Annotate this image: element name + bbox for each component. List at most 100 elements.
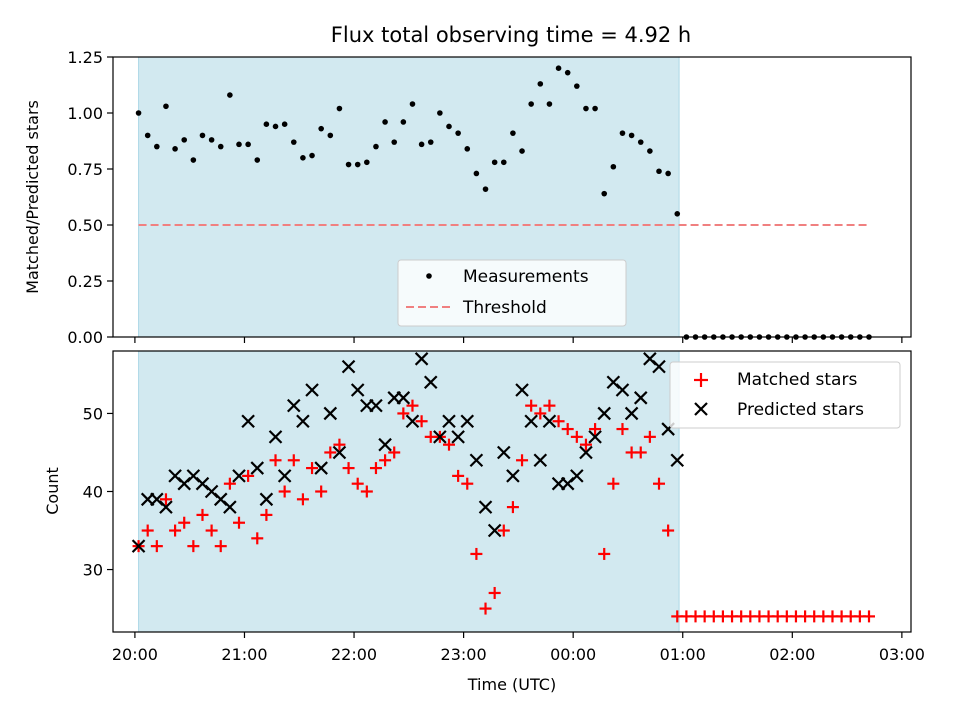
x-tick-label: 22:00 [331,645,377,664]
measurement-point [491,159,498,166]
measurement-point [135,110,142,116]
x-tick-label: 01:00 [660,645,706,664]
measurement-point [227,92,233,98]
measurement-point [592,105,598,112]
measurement-point [464,146,471,152]
measurement-point [373,143,379,150]
matched-stars-point [570,430,583,443]
matched-stars-point [506,501,519,514]
predicted-stars-point [277,469,292,483]
matched-stars-point [233,516,245,529]
measurement-point [199,132,206,139]
predicted-stars-point [305,383,319,397]
matched-stars-point [333,438,346,451]
predicted-stars-point [652,359,666,374]
measurement-point [455,130,461,136]
matched-stars-point [470,547,483,560]
measurement-point [656,168,662,175]
matched-stars-point [443,438,455,451]
measurement-point [181,137,188,143]
predicted-stars-point [287,398,301,413]
y-tick-label: 0.50 [67,216,103,235]
predicted-stars-point [506,469,520,483]
matched-stars-point [534,407,547,420]
predicted-stars-point [524,414,538,429]
matched-stars-point [589,423,602,436]
matched-stars-point [561,423,574,436]
x-tick-label: 23:00 [441,645,487,664]
predicted-stars-point [624,406,639,421]
top-y-axis: 0.00 0.25 0.50 0.75 1.00 1.25 [67,48,113,347]
predicted-stars-point [323,406,338,421]
measurement-point [172,146,178,152]
matched-stars-point [342,462,355,475]
predicted-stars-point [451,430,465,444]
measurement-point [281,121,288,127]
measurement-point [473,170,480,177]
matched-stars-point [351,477,364,490]
top-plot-frame [112,56,912,338]
top-x-axis [134,337,903,343]
observing-window-band [138,350,680,633]
measurement-point [354,161,361,168]
measurement-point [217,143,224,150]
y-tick-label: 40 [83,483,103,502]
matched-stars-point [260,508,273,521]
matched-stars-point [379,454,392,467]
matched-stars-point [598,547,611,560]
measurement-point [537,81,544,87]
matched-stars-point [315,485,328,498]
measurement-point [327,132,334,139]
predicted-stars-point [314,461,328,475]
measurement-point [290,139,297,145]
top-panel: 0.00 0.25 0.50 0.75 1.00 1.25 Matched/Predict… [23,48,912,347]
matched-stars-point [616,423,629,436]
measurement-point [665,170,671,177]
y-tick-label: 1.00 [67,104,103,123]
measurement-point [409,101,416,107]
matched-stars-point [251,532,264,545]
y-tick-label: 50 [83,404,103,423]
matched-stars-point [141,524,154,537]
matched-stars-point [579,438,592,451]
predicted-stars-point [570,469,584,483]
legend-item-matched-stars: Matched stars [737,370,857,390]
y-tick-label: 0.25 [67,272,103,291]
matched-stars-point [287,454,300,467]
x-tick-label: 00:00 [550,645,596,664]
measurement-point [619,130,626,136]
measurement-point [418,141,425,148]
measurement-point [500,159,507,166]
measurement-point [382,119,388,125]
predicted-stars-point [250,461,265,475]
measurement-point [528,101,534,107]
predicted-stars-point [533,453,548,468]
matched-stars-point [607,477,620,490]
predicted-stars-point [423,375,438,390]
matched-stars-point [552,415,565,428]
matched-stars-point [662,524,675,537]
measurement-point [574,83,580,89]
measurement-point [400,119,407,125]
x-axis-label: Time (UTC) [467,675,556,694]
measurement-point [336,105,343,112]
measurement-point [364,159,370,166]
matched-stars-point [634,446,647,459]
predicted-stars-point [369,398,383,413]
predicted-stars-point [469,453,484,468]
measurement-point [154,143,160,150]
predicted-stars-point [588,430,602,444]
legend-item-measurements: Measurements [463,267,589,287]
predicted-stars-point [341,359,356,374]
predicted-stars-point [670,453,685,468]
predicted-stars-point [633,391,648,405]
matched-stars-point [196,508,209,521]
measurement-point [190,157,197,163]
measurement-point [391,139,398,145]
predicted-stars-point [131,539,146,553]
matched-stars-point [242,469,255,482]
matched-legend-marker [694,373,708,387]
measurement-point [583,105,589,112]
predicted-stars-point [579,445,593,460]
